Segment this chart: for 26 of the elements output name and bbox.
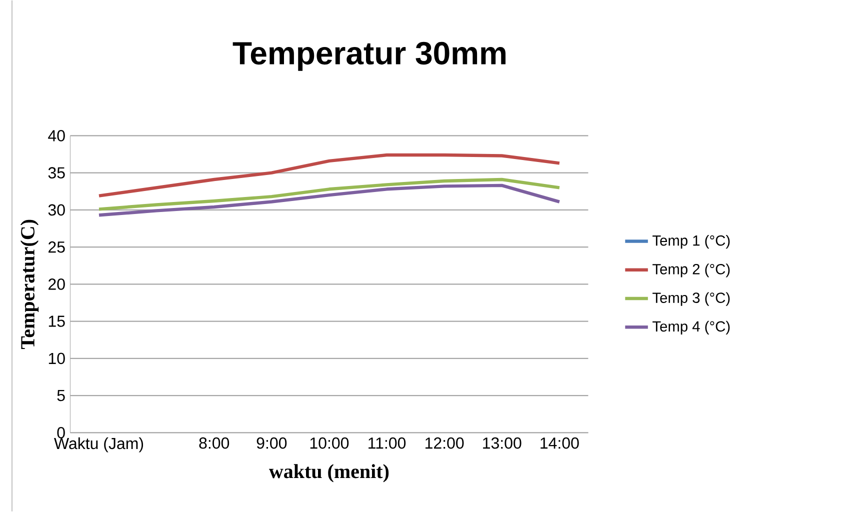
line-series: [97, 184, 562, 217]
x-tick-label: 8:00: [199, 438, 230, 449]
x-tick-label: 14:00: [540, 438, 579, 449]
y-tick-label: 10: [48, 352, 65, 364]
y-tick-label: 40: [48, 130, 65, 142]
y-axis-title: Temperatur(C): [20, 220, 39, 350]
chart-title: Temperatur 30mm: [232, 42, 506, 71]
line-series: [97, 178, 562, 211]
y-tick-label: 5: [57, 390, 65, 402]
legend-label: Temp 3 (°C): [652, 292, 730, 306]
y-tick-label: 20: [48, 278, 65, 290]
x-tick-label: Waktu (Jam): [54, 438, 144, 452]
x-axis-title: waktu (menit): [269, 464, 389, 482]
y-tick-label: 15: [48, 316, 65, 327]
legend-label: Temp 1 (°C): [652, 235, 730, 249]
y-tick-label: 0: [57, 427, 65, 438]
x-tick-label: 11:00: [368, 438, 406, 449]
x-tick-label: 10:00: [310, 438, 349, 449]
y-tick-label: 25: [48, 242, 65, 253]
legend-label: Temp 2 (°C): [652, 264, 730, 278]
legend-label: Temp 4 (°C): [652, 320, 730, 335]
x-tick-label: 9:00: [256, 438, 287, 449]
x-tick-label: 12:00: [426, 438, 464, 449]
y-tick-label: 30: [48, 204, 65, 216]
x-tick-label: 13:00: [483, 438, 522, 449]
y-tick-label: 35: [48, 167, 65, 179]
